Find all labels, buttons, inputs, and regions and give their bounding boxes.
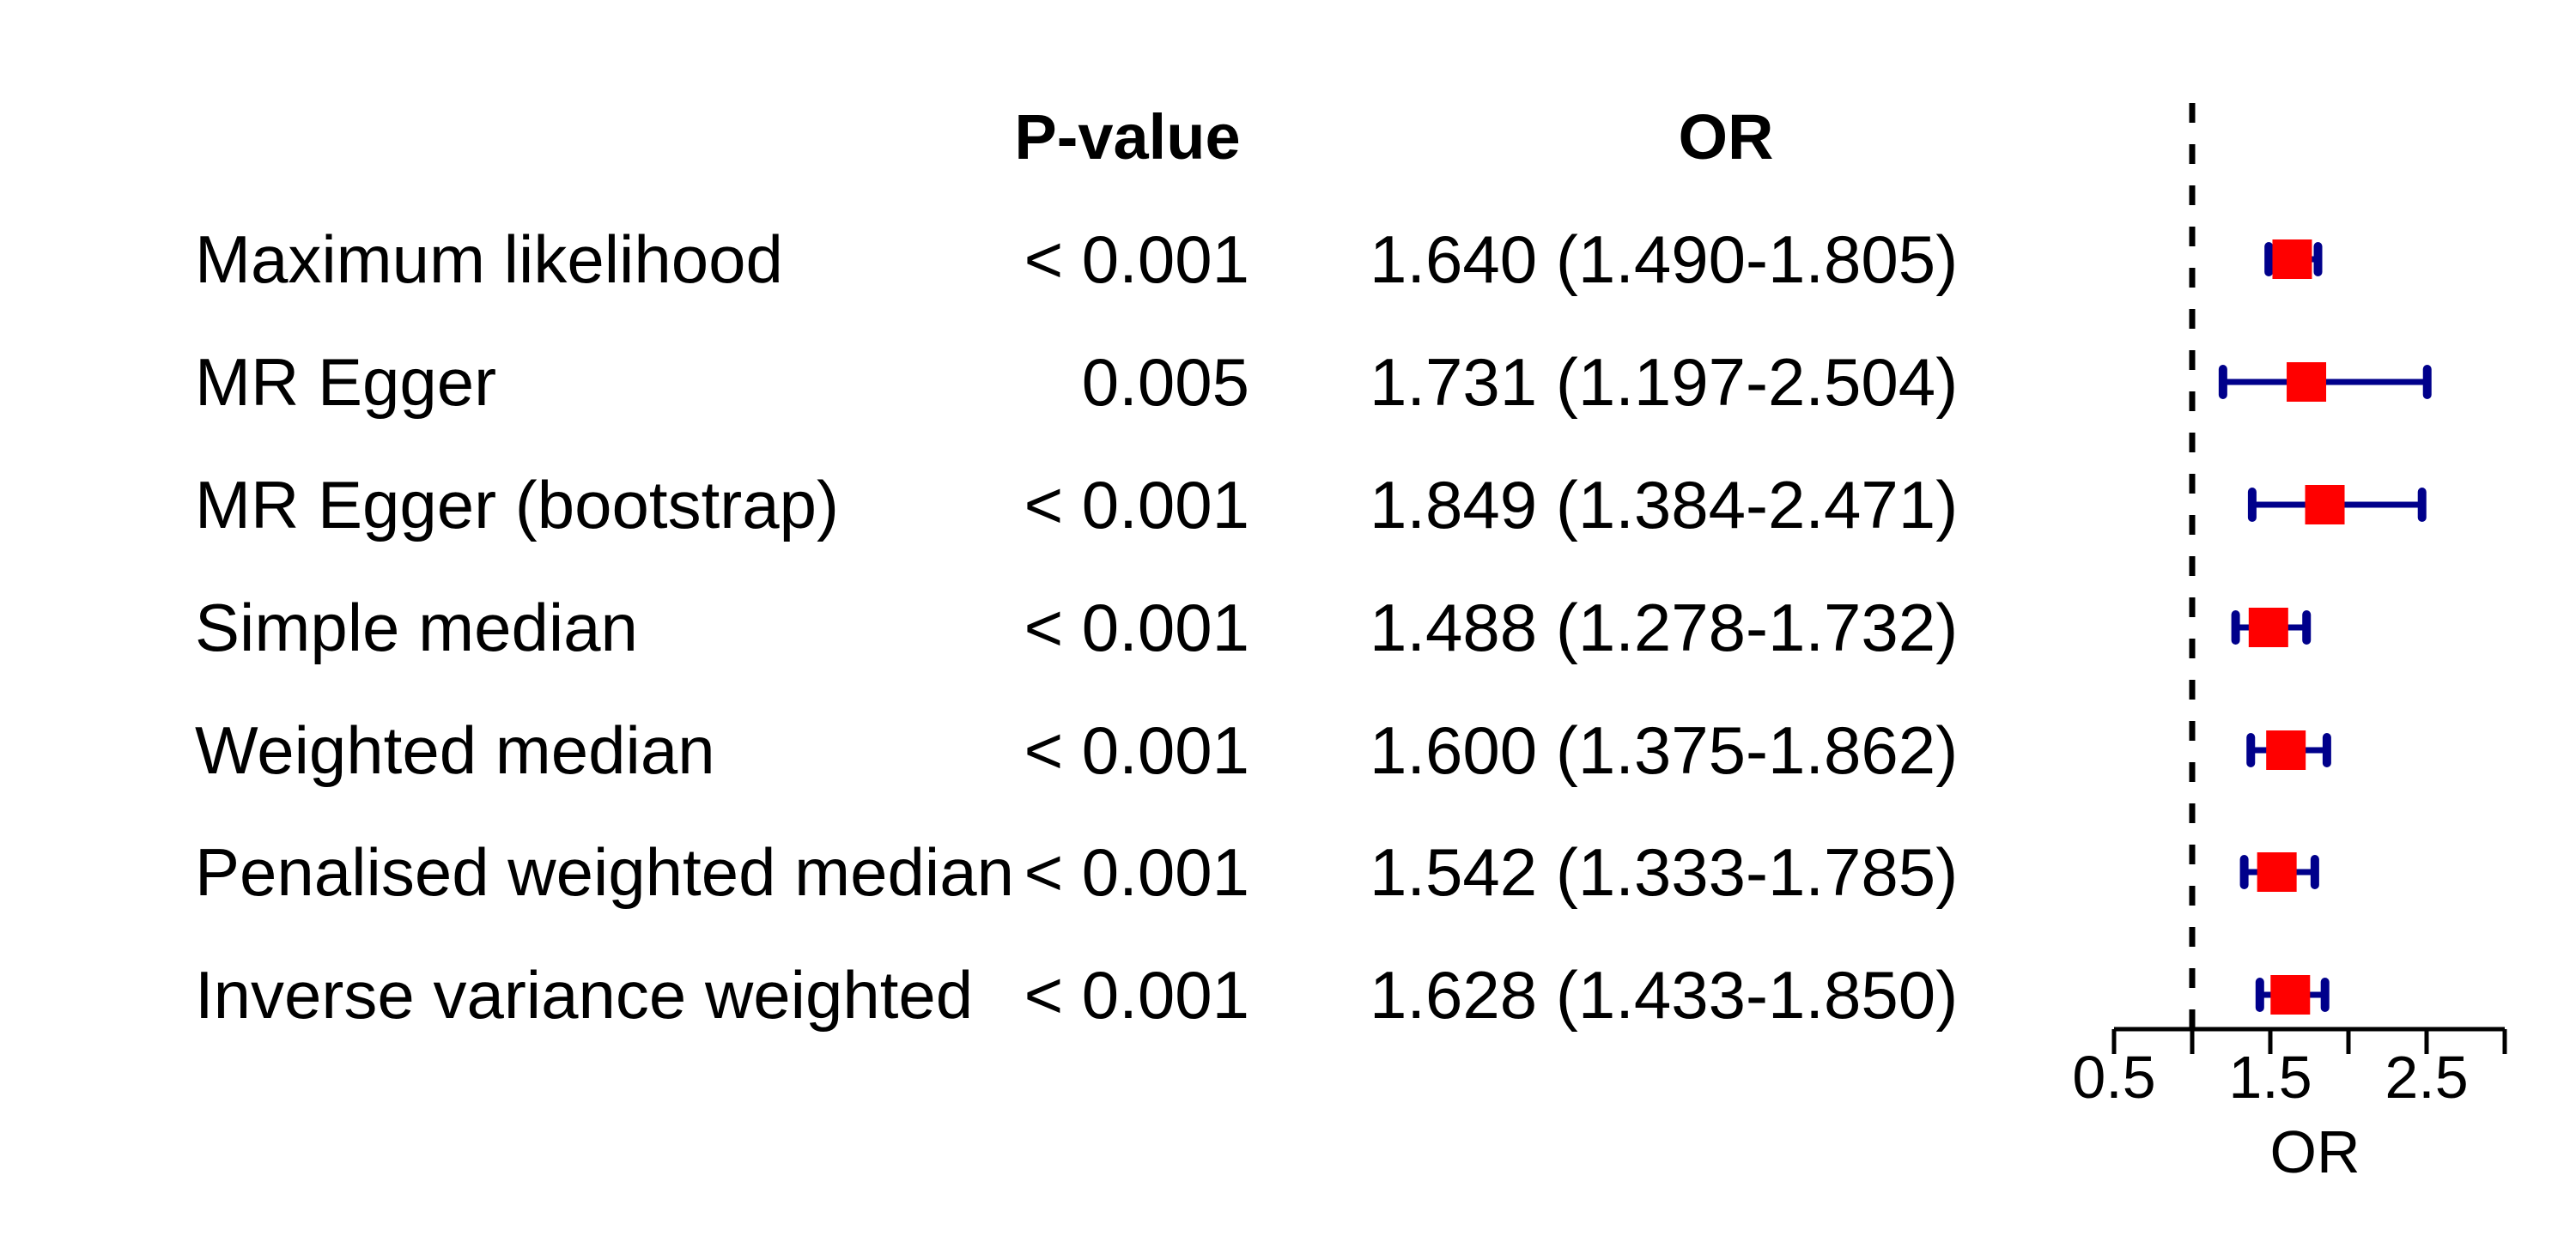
forest-marker-row: [2239, 852, 2319, 892]
p-value: < 0.001: [1024, 590, 1249, 665]
p-value: < 0.001: [1024, 834, 1249, 910]
ci-cap-left: [2247, 488, 2257, 522]
or-value: 1.628 (1.433-1.850): [1370, 957, 1959, 1033]
ci-cap-left: [2246, 733, 2256, 767]
forest-marker-row: [2255, 975, 2330, 1015]
or-point-marker: [2248, 608, 2288, 647]
p-value: < 0.001: [1024, 712, 1249, 788]
or-point-marker: [2287, 362, 2327, 402]
p-value: < 0.001: [1024, 221, 1249, 297]
or-point-marker: [2305, 485, 2345, 524]
or-value: 1.640 (1.490-1.805): [1370, 221, 1959, 297]
p-value: 0.005: [1081, 344, 1249, 420]
ci-cap-left: [2239, 855, 2249, 889]
p-value: < 0.001: [1024, 957, 1249, 1033]
forest-marker-row: [2218, 362, 2432, 402]
ci-cap-right: [2422, 365, 2432, 399]
ci-cap-left: [2218, 365, 2227, 399]
ci-cap-right: [2417, 488, 2427, 522]
or-value: 1.849 (1.384-2.471): [1370, 467, 1959, 542]
p-value: < 0.001: [1024, 467, 1249, 542]
method-label: Maximum likelihood: [195, 221, 783, 297]
ci-cap-right: [2302, 610, 2312, 645]
method-label: Penalised weighted median: [195, 834, 1014, 910]
forest-marker-row: [2247, 485, 2427, 524]
method-label: Simple median: [195, 590, 638, 665]
forest-marker-row: [2246, 730, 2331, 770]
x-axis-title: OR: [2269, 1118, 2360, 1185]
or-value: 1.600 (1.375-1.862): [1370, 712, 1959, 788]
method-label: MR Egger (bootstrap): [195, 467, 839, 542]
ci-cap-right: [2320, 978, 2330, 1012]
ci-cap-left: [2255, 978, 2264, 1012]
forest-marker-row: [2231, 608, 2312, 647]
or-point-marker: [2257, 852, 2297, 892]
ci-cap-right: [2322, 733, 2331, 767]
method-label: MR Egger: [195, 344, 497, 420]
or-value: 1.488 (1.278-1.732): [1370, 590, 1959, 665]
ci-cap-left: [2231, 610, 2240, 645]
or-value: 1.731 (1.197-2.504): [1370, 344, 1959, 420]
method-label: Inverse variance weighted: [195, 957, 974, 1033]
or-value: 1.542 (1.333-1.785): [1370, 834, 1959, 910]
x-axis-tick-label: 2.5: [2385, 1044, 2469, 1111]
or-point-marker: [2272, 239, 2312, 279]
or-point-marker: [2270, 975, 2311, 1015]
forest-marker-row: [2264, 239, 2323, 279]
ci-cap-right: [2310, 855, 2319, 889]
column-header-or: OR: [1678, 101, 1774, 173]
ci-cap-left: [2264, 242, 2274, 276]
ci-cap-right: [2313, 242, 2323, 276]
or-point-marker: [2266, 730, 2306, 770]
x-axis-tick-label: 0.5: [2072, 1044, 2156, 1111]
method-label: Weighted median: [195, 712, 715, 788]
column-header-p-value: P-value: [1014, 101, 1241, 173]
x-axis: [2111, 1027, 2507, 1054]
x-axis-tick-label: 1.5: [2228, 1044, 2312, 1111]
